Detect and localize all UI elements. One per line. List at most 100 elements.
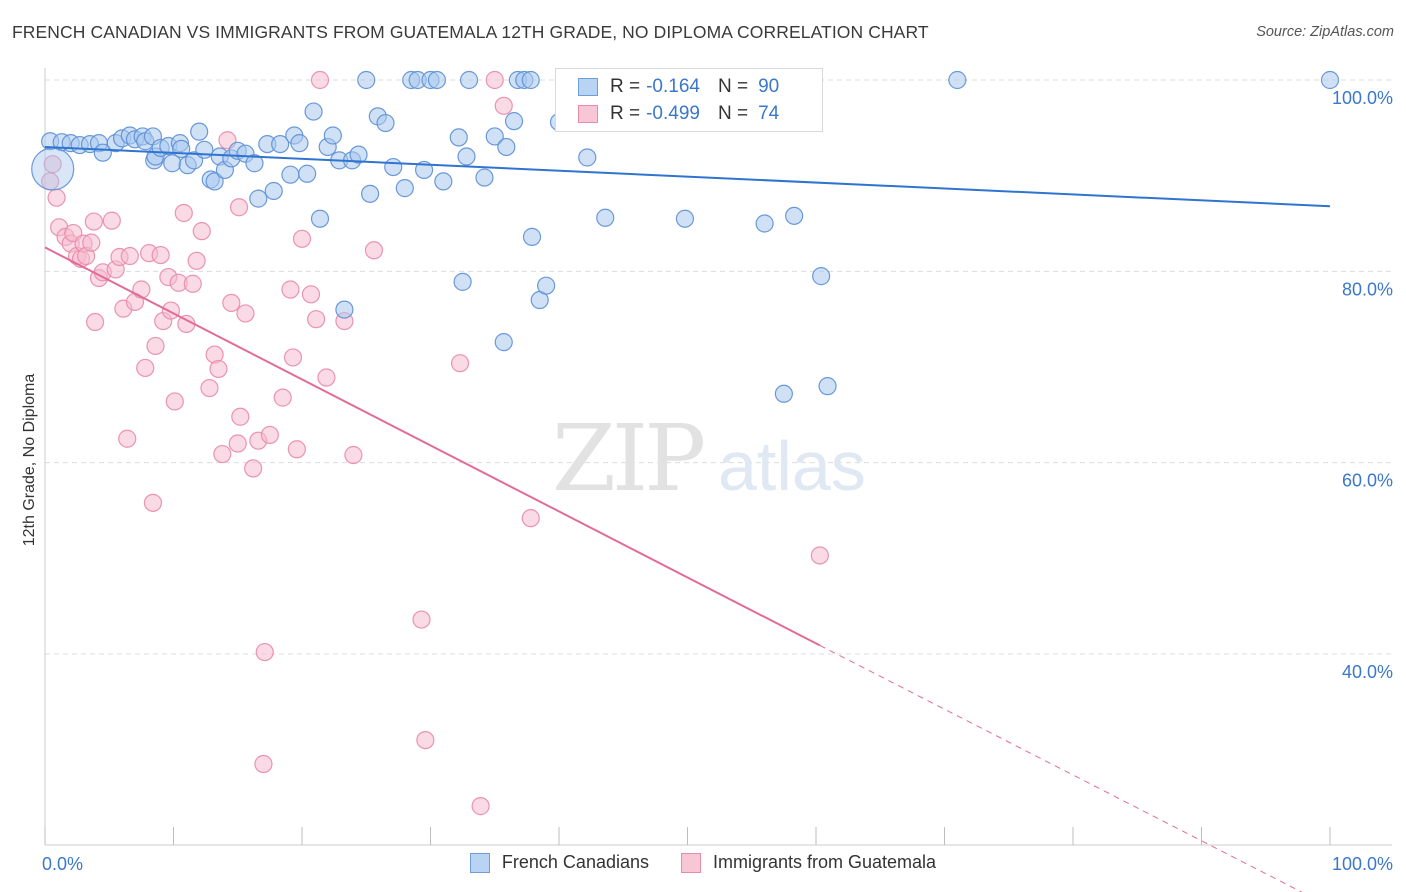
- french-canadian-point: [427, 70, 447, 90]
- french-canadian-point: [31, 147, 75, 191]
- guatemala-point: [102, 211, 121, 230]
- guatemala-point: [255, 642, 274, 662]
- guatemala-point: [143, 493, 163, 512]
- guatemala-point: [132, 280, 151, 299]
- french-canadian-point: [335, 300, 354, 319]
- guatemala-point: [416, 730, 435, 750]
- y-tick-label: 100.0%: [1332, 88, 1393, 108]
- french-canadian-point: [361, 184, 380, 203]
- french-canadian-point: [190, 122, 209, 141]
- legend-n-label: N =: [717, 103, 749, 124]
- french-canadian-point: [323, 126, 342, 145]
- guatemala-point: [254, 754, 273, 774]
- guatemala-point: [86, 312, 105, 332]
- legend-item-guatemala[interactable]: Immigrants from Guatemala: [681, 852, 936, 873]
- guatemala-point: [521, 509, 540, 528]
- guatemala-point: [146, 336, 165, 356]
- y-tick-label: 80.0%: [1342, 279, 1393, 299]
- french-canadian-point: [434, 172, 453, 191]
- french-canadian-point: [755, 214, 774, 233]
- french-canadian-point: [459, 70, 479, 90]
- legend-n-value: 90: [758, 76, 780, 97]
- guatemala-point: [161, 301, 181, 320]
- guatemala-point: [310, 70, 330, 90]
- french-canadian-trendline: [44, 145, 1331, 208]
- guatemala-point: [344, 445, 363, 465]
- y-tick-label: 60.0%: [1342, 471, 1393, 491]
- correlation-legend: R = -0.164 N = 90 R = -0.499 N = 74: [555, 68, 823, 132]
- watermark-atlas: atlas: [718, 427, 866, 505]
- guatemala-point: [174, 203, 193, 223]
- guatemala-point: [228, 434, 247, 453]
- chart-source: Source: ZipAtlas.com: [1256, 24, 1394, 40]
- guatemala-point: [283, 348, 303, 367]
- watermark-zip: ZIP: [552, 405, 703, 512]
- guatemala-point: [82, 233, 101, 252]
- legend-label: Immigrants from Guatemala: [713, 852, 937, 872]
- guatemala-point: [136, 358, 155, 378]
- guatemala-point: [84, 212, 103, 231]
- y-tick-label: 40.0%: [1342, 662, 1393, 682]
- french-canadian-point: [453, 272, 472, 291]
- guatemala-point: [229, 198, 249, 217]
- guatemala-points: [41, 70, 829, 816]
- guatemala-point: [412, 610, 431, 629]
- pink-swatch: [578, 105, 598, 123]
- blue-swatch: [469, 852, 490, 873]
- legend-n-value: 74: [758, 103, 780, 124]
- guatemala-point: [47, 188, 66, 207]
- french-canadian-point: [281, 165, 300, 184]
- guatemala-point: [450, 354, 470, 373]
- french-canadian-point: [596, 208, 615, 227]
- guatemala-point: [307, 310, 326, 329]
- french-canadian-point: [298, 164, 317, 183]
- guatemala-point: [183, 274, 202, 293]
- legend-row-french-canadians: R = -0.164 N = 90: [578, 75, 779, 99]
- legend-r-label: R =: [610, 103, 641, 124]
- watermark: ZIP atlas: [552, 405, 866, 512]
- guatemala-point: [364, 241, 384, 260]
- french-canadian-point: [384, 157, 403, 177]
- x-tick-label: 0.0%: [42, 854, 83, 874]
- french-canadian-point: [485, 127, 504, 146]
- legend-item-french-canadians[interactable]: French Canadians: [469, 852, 649, 873]
- legend-r-value: -0.164: [646, 76, 700, 97]
- french-canadian-point: [264, 181, 283, 201]
- guatemala-point: [494, 96, 513, 115]
- french-canadian-point: [457, 147, 476, 166]
- guatemala-point: [244, 459, 263, 478]
- guatemala-point: [317, 368, 336, 387]
- french-canadian-point: [537, 276, 556, 295]
- french-canadian-point: [357, 70, 376, 90]
- guatemala-point: [485, 70, 504, 90]
- guatemala-point: [200, 378, 219, 398]
- french-canadian-point: [521, 70, 540, 90]
- guatemala-point: [192, 222, 211, 241]
- french-canadian-point: [774, 384, 793, 403]
- french-canadian-point: [249, 189, 268, 208]
- french-canadian-point: [948, 70, 967, 90]
- guatemala-point: [118, 429, 137, 448]
- trend-lines: [44, 145, 1331, 892]
- french-canadian-point: [271, 134, 290, 154]
- guatemala-point: [165, 392, 184, 411]
- french-canadian-point: [522, 227, 542, 246]
- french-canadian-point: [494, 333, 513, 352]
- guatemala-point: [281, 280, 300, 299]
- guatemala-point: [471, 797, 490, 816]
- guatemala-point: [236, 304, 255, 323]
- guatemala-point: [209, 359, 228, 379]
- tick-labels: 40.0% 60.0% 80.0% 100.0% 0.0% 100.0%: [42, 88, 1393, 874]
- french-canadian-point: [818, 377, 837, 396]
- french-canadian-point: [349, 145, 368, 164]
- french-canadian-point: [290, 134, 309, 153]
- french-canadian-point: [304, 102, 323, 121]
- french-canadian-point: [785, 206, 804, 225]
- legend-r-value: -0.499: [646, 103, 700, 124]
- guatemala-point: [273, 388, 292, 407]
- chart-title: FRENCH CANADIAN VS IMMIGRANTS FROM GUATE…: [12, 22, 929, 42]
- french-canadian-point: [376, 113, 395, 133]
- guatemala-point: [260, 425, 279, 445]
- french-canadian-point: [245, 154, 264, 173]
